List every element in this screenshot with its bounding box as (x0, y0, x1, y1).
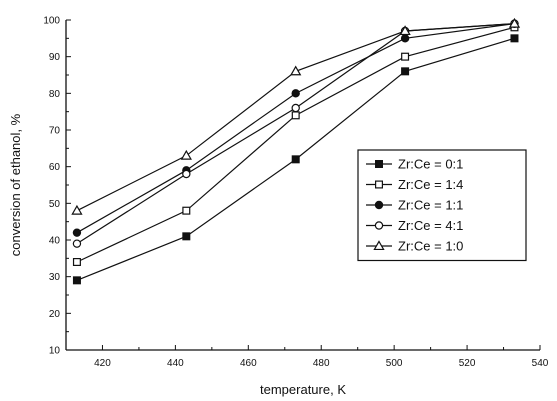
y-tick-label: 20 (49, 309, 61, 320)
legend-marker (375, 160, 384, 169)
data-point (510, 34, 519, 43)
x-tick-label: 540 (532, 358, 549, 369)
legend-item: Zr:Ce = 1:1 (366, 198, 463, 213)
data-point (182, 169, 191, 179)
legend-marker (375, 180, 384, 189)
y-tick-label: 90 (49, 52, 61, 63)
legend-marker (374, 200, 384, 210)
series-layer (71, 17, 521, 285)
series-1 (72, 34, 519, 285)
y-tick-label: 30 (49, 272, 61, 283)
data-point (180, 149, 192, 160)
legend-label: Zr:Ce = 0:1 (398, 157, 463, 172)
data-point (72, 239, 82, 248)
data-point (291, 111, 300, 120)
x-tick-label: 420 (94, 358, 111, 369)
x-tick-label: 500 (386, 358, 403, 369)
x-tick-label: 520 (459, 358, 476, 369)
x-tick-label: 460 (240, 358, 257, 369)
data-point (72, 258, 81, 267)
data-point (400, 34, 410, 43)
data-point (72, 276, 81, 285)
x-tick-label: 440 (167, 358, 184, 369)
data-point (399, 25, 411, 36)
legend-item: Zr:Ce = 4:1 (366, 218, 463, 233)
data-point (182, 206, 191, 215)
legend: Zr:Ce = 0:1 Zr:Ce = 1:4 Zr:Ce = 1:1 Zr:Ce =… (357, 149, 527, 262)
x-axis-title: temperature, K (260, 382, 346, 397)
data-point (290, 65, 302, 76)
y-axis-title: conversion of ethanol, % (8, 113, 23, 256)
data-point (291, 155, 300, 164)
legend-label: Zr:Ce = 1:0 (398, 239, 463, 254)
data-point (508, 17, 521, 28)
legend-label: Zr:Ce = 4:1 (398, 218, 463, 233)
data-point (71, 204, 83, 215)
data-point (291, 103, 300, 113)
data-point (72, 228, 82, 237)
legend-item: Zr:Ce = 1:4 (366, 177, 463, 192)
data-point (401, 67, 410, 76)
y-tick-label: 70 (49, 126, 61, 137)
legend-label: Zr:Ce = 1:4 (398, 177, 463, 192)
y-tick-label: 50 (49, 199, 61, 210)
y-tick-label: 10 (49, 346, 61, 357)
x-tick-label: 480 (313, 358, 330, 369)
data-point (291, 89, 300, 98)
y-tick-label: 40 (49, 236, 61, 247)
axes: 10 20 30 40 50 60 70 80 90 100 420 440 460 480 500 520 5… (43, 16, 548, 370)
legend-label: Zr:Ce = 1:1 (398, 198, 463, 213)
y-tick-label: 100 (43, 16, 60, 27)
y-tick-label: 60 (49, 162, 61, 173)
series-5 (71, 17, 521, 215)
legend-marker (373, 240, 385, 251)
legend-item: Zr:Ce = 1:0 (366, 239, 463, 254)
y-tick-label: 80 (49, 89, 61, 100)
legend-marker (374, 221, 384, 230)
data-point (182, 232, 191, 241)
data-point (401, 52, 410, 61)
legend-item: Zr:Ce = 0:1 (366, 157, 463, 172)
